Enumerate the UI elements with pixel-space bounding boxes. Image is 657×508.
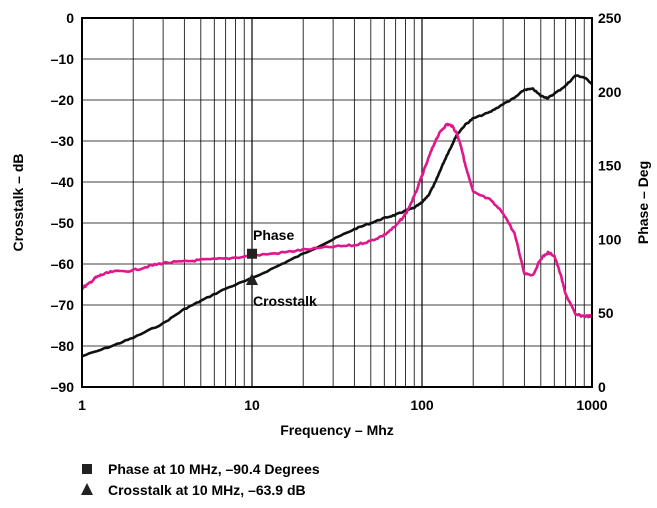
right-axis-ticks: 250 200 150 100 50 0 xyxy=(598,10,622,395)
legend-triangle-icon xyxy=(81,483,93,495)
annotations: Phase Crosstalk xyxy=(246,227,317,309)
left-tick-label: –50 xyxy=(51,215,75,231)
phase-marker-square xyxy=(247,248,257,259)
left-tick-label: –90 xyxy=(51,379,75,395)
left-tick-label: –40 xyxy=(51,174,75,190)
x-tick-label: 1 xyxy=(78,397,86,413)
legend-square-icon xyxy=(82,464,92,474)
right-tick-label: 150 xyxy=(598,158,622,174)
left-tick-label: –20 xyxy=(51,92,75,108)
crosstalk-annotation-label: Crosstalk xyxy=(253,293,317,309)
x-tick-label: 1000 xyxy=(576,397,607,413)
right-tick-label: 0 xyxy=(598,379,606,395)
left-tick-label: –10 xyxy=(51,51,75,67)
left-tick-label: –70 xyxy=(51,297,75,313)
data-series xyxy=(81,74,593,358)
right-tick-label: 100 xyxy=(598,231,622,247)
right-tick-label: 50 xyxy=(598,305,614,321)
left-axis-ticks: 0 –10 –20 –30 –40 –50 –60 –70 –80 –90 xyxy=(51,10,75,395)
right-tick-label: 250 xyxy=(598,10,622,26)
phase-line xyxy=(81,122,593,319)
legend-entry-text: Phase at 10 MHz, –90.4 Degrees xyxy=(108,461,320,477)
legend: Phase at 10 MHz, –90.4 Degrees Crosstalk … xyxy=(81,461,320,498)
plot-frame xyxy=(81,17,593,388)
x-tick-label: 10 xyxy=(244,397,260,413)
x-axis-ticks: 1 10 100 1000 xyxy=(78,397,608,413)
left-tick-label: –80 xyxy=(51,338,75,354)
x-axis-title: Frequency – Mhz xyxy=(280,422,394,438)
left-tick-label: –60 xyxy=(51,256,75,272)
right-axis-title: Phase – Deg xyxy=(635,161,651,244)
left-tick-label: –30 xyxy=(51,133,75,149)
phase-annotation-label: Phase xyxy=(253,227,294,243)
crosstalk-marker-triangle xyxy=(246,272,258,285)
x-tick-label: 100 xyxy=(410,397,434,413)
crosstalk-line xyxy=(81,74,593,358)
left-axis-title: Crosstalk – dB xyxy=(10,153,26,251)
left-tick-label: 0 xyxy=(66,10,74,26)
grid-lines xyxy=(81,18,592,387)
legend-entry-text: Crosstalk at 10 MHz, –63.9 dB xyxy=(108,482,306,498)
right-tick-label: 200 xyxy=(598,84,622,100)
